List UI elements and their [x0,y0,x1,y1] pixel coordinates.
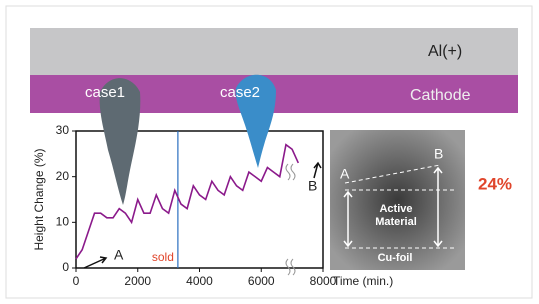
case2-label: case2 [220,84,260,101]
percent: 24% [478,174,512,193]
case1-label: case1 [85,84,125,101]
panel-active: Active Material [365,203,427,229]
y-axis-label: Height Change (%) [32,148,46,250]
arrow-a [84,257,106,268]
y-tick-label: 20 [56,169,70,183]
data-line [76,145,298,259]
al-label: Al(+) [428,43,462,60]
panel-a: A [340,166,350,182]
x-tick-label: 0 [73,274,80,288]
panel-foil: Cu-foil [378,252,413,264]
y-tick-label: 10 [56,215,70,229]
chart: Al(+) Cathode 010203002000400060008000He… [0,0,539,304]
y-tick-label: 30 [56,123,70,137]
panel [330,130,465,270]
x-tick-label: 6000 [248,274,275,288]
x-tick-label: 2000 [124,274,151,288]
x-tick-label: 4000 [186,274,213,288]
panel-b: B [434,146,443,162]
annot-a: A [114,247,124,263]
figure: Al(+) Cathode 010203002000400060008000He… [0,0,539,304]
axis-break [286,164,295,275]
arrow-b [314,163,321,178]
y-tick-label: 0 [62,260,69,274]
x-axis-label: Time (min.) [333,274,393,288]
cathode-label: Cathode [410,87,471,104]
sold-label: sold [152,250,174,264]
annot-b: B [308,178,317,194]
